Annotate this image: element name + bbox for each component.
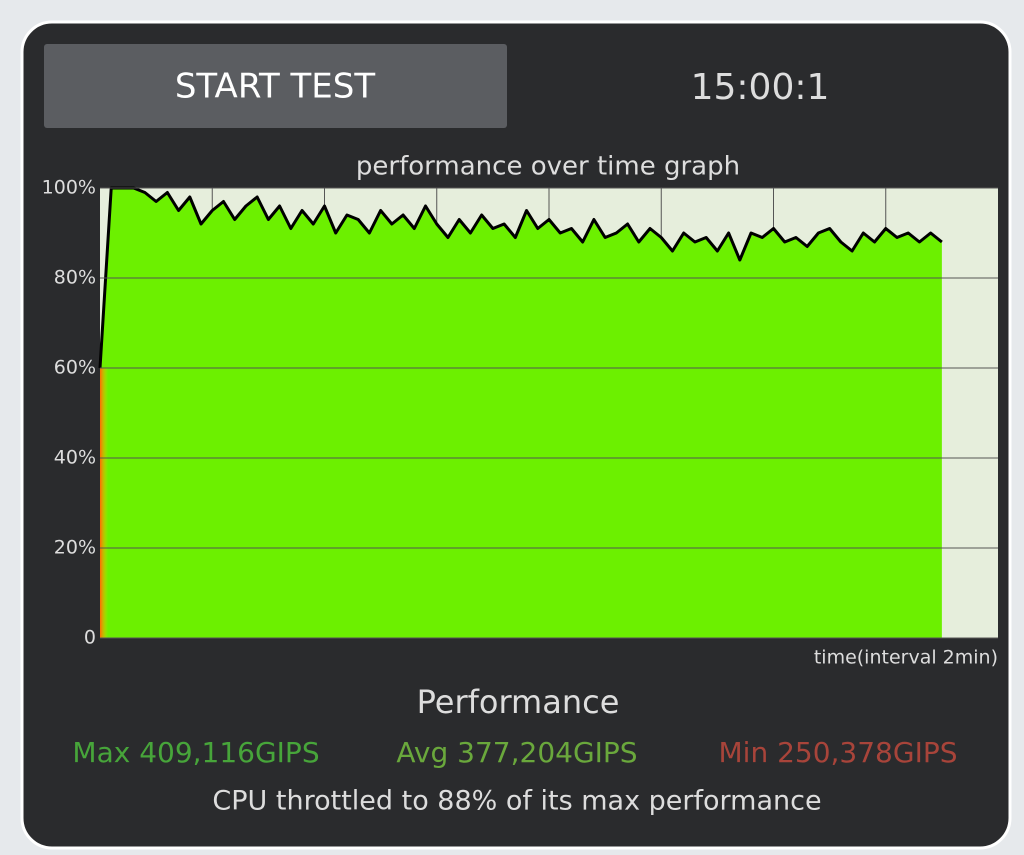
x-axis-label: time(interval 2min): [814, 647, 998, 669]
line: [98, 186, 943, 369]
button-label[interactable]: START TEST: [175, 67, 376, 107]
chart-title: performance over time graph: [356, 152, 740, 182]
start-button[interactable]: [44, 44, 507, 128]
y-tick-label: 20%: [54, 537, 96, 559]
min-stat: Min 250,378GIPS: [719, 736, 958, 769]
y-tick-label: 100%: [42, 177, 96, 199]
throttle-note: CPU throttled to 88% of its max performa…: [212, 786, 821, 817]
y-tick-label: 80%: [54, 267, 96, 289]
summary-heading: Performance: [417, 683, 620, 721]
y-tick-label: 40%: [54, 447, 96, 469]
area: [100, 188, 942, 638]
avg-stat: Avg 377,204GIPS: [396, 736, 637, 769]
y-tick-label: 0: [84, 627, 96, 649]
area-start-tint: [100, 368, 108, 638]
y-tick-label: 60%: [54, 357, 96, 379]
timer: 15:00:1: [691, 67, 830, 108]
max-stat: Max 409,116GIPS: [72, 736, 319, 769]
